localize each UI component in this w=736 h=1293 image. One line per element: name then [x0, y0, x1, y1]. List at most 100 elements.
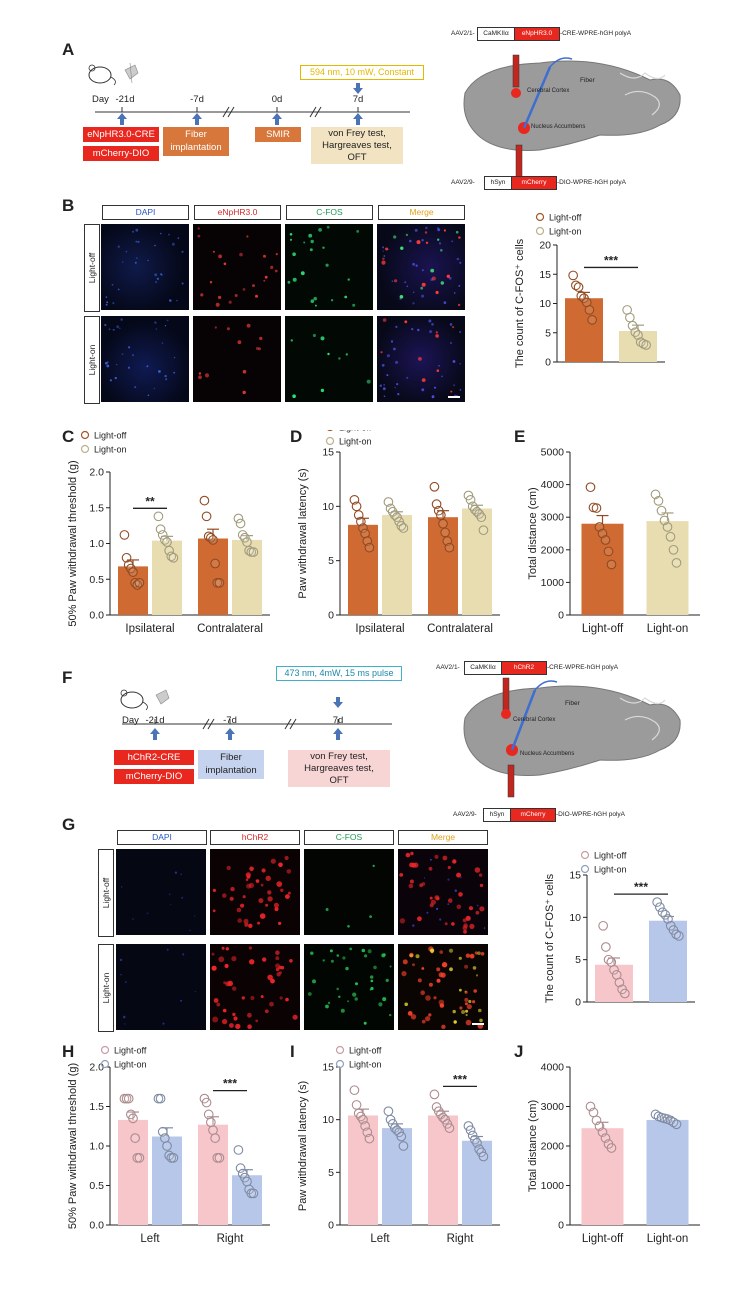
cell-dot [174, 871, 178, 874]
cell-dot [303, 241, 306, 244]
data-point [585, 482, 596, 493]
cell-dot [322, 959, 325, 962]
y-tick-label: 5000 [541, 447, 565, 459]
data-point [201, 511, 212, 522]
cell-dot [463, 929, 467, 934]
cell-dot [363, 1021, 367, 1025]
significance-label: *** [223, 1077, 237, 1091]
cell-dot [428, 866, 433, 871]
timeline-a-day-3: 0d [271, 94, 283, 105]
cell-dot [116, 325, 120, 329]
cell-dot [330, 959, 334, 963]
micro-b-cells [104, 225, 462, 399]
light-param-box-f: 473 nm, 4mW, 15 ms pulse [276, 666, 402, 681]
cell-dot [478, 873, 483, 877]
cell-dot [336, 954, 340, 957]
cell-dot [246, 875, 251, 879]
mouse-icon [88, 64, 116, 86]
cell-dot [236, 907, 242, 913]
cell-dot [325, 263, 329, 267]
y-axis-label: 50% Paw withdrawal threshold (g) [67, 1063, 79, 1229]
legend-marker [335, 1045, 345, 1055]
cell-dot [479, 883, 484, 888]
cell-dot [472, 1000, 476, 1004]
cell-dot [292, 252, 296, 256]
data-point [164, 545, 174, 556]
x-tick-label: Right [217, 1233, 245, 1245]
timeline-a-day-2: -7d [190, 94, 204, 105]
data-point [606, 559, 617, 570]
legend-marker [100, 1045, 110, 1055]
y-axis-label: The count of C-FOS⁺ cells [544, 873, 556, 1003]
cell-dot [380, 351, 383, 354]
cell-dot [421, 967, 425, 970]
cell-dot [327, 1001, 331, 1005]
cell-dot [200, 293, 204, 297]
cell-dot [105, 303, 108, 306]
bar-light-off [198, 538, 228, 615]
cell-dot [447, 903, 450, 905]
cell-dot [132, 230, 134, 233]
y-tick-label: 0.5 [89, 574, 104, 586]
cell-dot [347, 278, 350, 281]
data-point [248, 547, 259, 557]
y-tick-label: 2.0 [89, 1062, 104, 1074]
cell-dot [169, 893, 171, 895]
cell-dot [349, 947, 353, 951]
micro-b-col-cfos: C-FOS [286, 205, 373, 220]
data-point [665, 531, 676, 542]
cell-dot [459, 261, 462, 264]
cell-dot [173, 356, 176, 359]
data-point [606, 1143, 617, 1153]
data-point [641, 340, 651, 350]
cell-dot [275, 956, 280, 961]
cell-dot [382, 318, 387, 322]
cell-dot [465, 1009, 469, 1013]
gene-top-f: hChR2 [501, 661, 547, 675]
data-point [620, 988, 630, 999]
cell-dot [292, 277, 297, 282]
data-point [351, 501, 362, 512]
cell-dot [404, 320, 408, 324]
micro-g-img-on-opsin [210, 944, 300, 1030]
cell-dot [407, 1011, 413, 1016]
cell-dot [177, 237, 180, 239]
cell-dot [263, 279, 266, 282]
cell-dot [127, 366, 131, 369]
cell-dot [468, 906, 474, 911]
data-point [656, 505, 667, 516]
cell-dot [421, 294, 425, 298]
cell-dot [264, 275, 268, 279]
cell-dot [326, 225, 330, 229]
cell-dot [124, 1023, 126, 1025]
chart-h: 0.0 0.5 1.0 1.5 2.0 50% Paw withdrawal thresh… [67, 1045, 270, 1245]
tests-box-f: von Frey test, Hargreaves test, OFT [288, 750, 390, 787]
y-axis-label: Total distance (cm) [527, 487, 539, 579]
cell-dot [418, 357, 422, 361]
cell-dot [112, 328, 115, 331]
legend-marker [325, 436, 335, 446]
cell-dot [444, 922, 448, 926]
cell-dot [473, 989, 478, 993]
cell-dot [155, 328, 157, 330]
cell-dot [320, 388, 325, 393]
cell-dot [146, 365, 149, 368]
legend-label: Light-on [594, 865, 627, 875]
cell-dot [124, 981, 127, 984]
cell-dot [338, 357, 341, 360]
cell-dot [242, 895, 246, 899]
cortex-label-f: Cerebral Cortex [513, 717, 556, 723]
legend-marker [535, 212, 545, 222]
y-tick-label: 2000 [541, 544, 565, 556]
cell-dot [345, 353, 348, 356]
cell-dot [119, 958, 123, 962]
cell-dot [382, 997, 387, 1002]
micro-b-img-off-cfos [285, 224, 373, 310]
promoter-bottom-a: hSyn [484, 176, 512, 190]
cell-dot [449, 323, 453, 326]
surgery-icon [155, 689, 170, 705]
cell-dot [182, 953, 185, 956]
data-point [591, 503, 602, 513]
data-point [210, 1133, 220, 1143]
cell-dot [430, 899, 436, 905]
